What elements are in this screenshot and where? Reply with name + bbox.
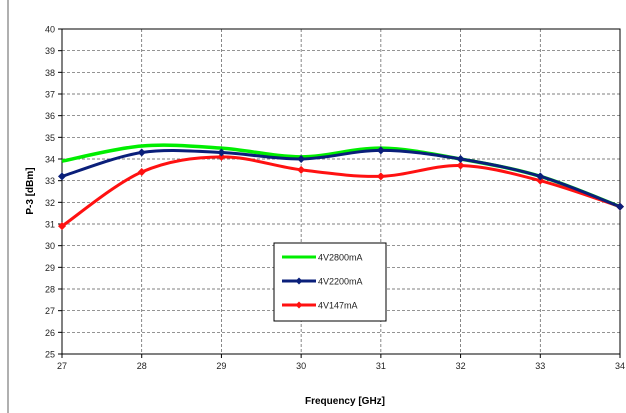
x-tick-label: 31 (376, 361, 386, 371)
data-point (58, 172, 66, 181)
x-tick-label: 30 (296, 361, 306, 371)
y-tick-label: 38 (45, 68, 55, 78)
legend-label: 4V147mA (318, 301, 358, 311)
grid (58, 28, 621, 358)
data-point (297, 165, 306, 174)
data-point (217, 152, 226, 161)
x-tick-label: 29 (216, 361, 226, 371)
y-axis-label: P-3 [dBm] (25, 167, 36, 214)
data-point (297, 155, 306, 163)
y-tick-labels: 25 26 27 28 29 30 31 32 33 34 35 36 37 38 39 40 (45, 25, 55, 360)
data-point (616, 202, 624, 211)
series-line-4v147ma (61, 155, 621, 228)
x-axis-label: Frequency [GHz] (305, 396, 385, 407)
data-point (58, 222, 66, 231)
x-tick-labels: 27 28 29 30 31 32 33 34 (57, 361, 625, 371)
data-point (137, 148, 146, 157)
legend-marker (295, 277, 303, 285)
y-tick-label: 35 (45, 133, 55, 143)
y-tick-label: 30 (45, 241, 55, 251)
y-tick-label: 39 (45, 46, 55, 56)
left-frame-line (7, 0, 9, 413)
data-point (376, 146, 385, 155)
legend-marker (295, 301, 303, 309)
legend-label: 4V2200mA (318, 277, 363, 287)
y-tick-label: 33 (45, 176, 55, 186)
y-tick-label: 34 (45, 155, 55, 165)
y-tick-label: 32 (45, 198, 55, 208)
legend-label: 4V2800mA (318, 253, 363, 263)
y-tick-label: 31 (45, 220, 55, 230)
data-point (137, 168, 146, 176)
y-tick-label: 26 (45, 328, 55, 338)
legend: 4V2800mA 4V2200mA 4V147mA (273, 242, 387, 322)
x-tick-label: 34 (615, 361, 625, 371)
data-point (376, 172, 385, 181)
series-markers (58, 146, 624, 231)
data-point (456, 155, 465, 163)
x-tick-label: 27 (57, 361, 67, 371)
y-tick-label: 25 (45, 350, 55, 360)
y-tick-label: 28 (45, 285, 55, 295)
y-tick-label: 40 (45, 25, 55, 35)
plot-border (61, 28, 621, 355)
x-tick-label: 32 (456, 361, 466, 371)
data-point (456, 161, 465, 170)
data-point (217, 148, 226, 157)
data-point (536, 176, 545, 185)
data-point (536, 172, 545, 181)
y-tick-label: 27 (45, 306, 55, 316)
y-tick-label: 37 (45, 90, 55, 100)
y-tick-label: 36 (45, 111, 55, 121)
y-tick-label: 29 (45, 263, 55, 273)
x-tick-label: 28 (137, 361, 147, 371)
x-tick-label: 33 (535, 361, 545, 371)
